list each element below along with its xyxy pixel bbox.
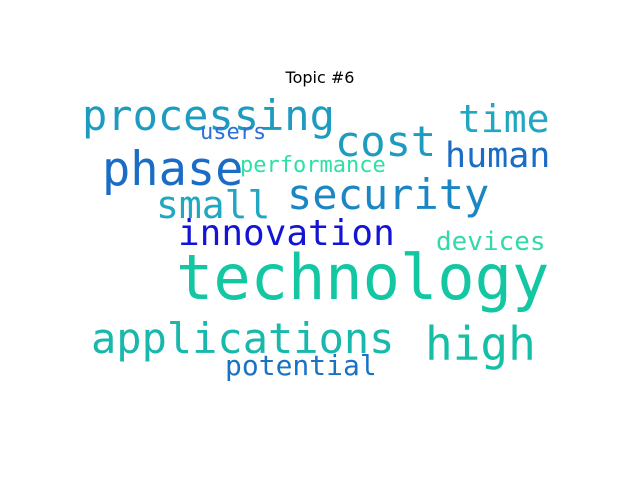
figure-title: Topic #6 [285, 68, 355, 87]
word-human: human [445, 136, 551, 176]
word-phase: phase [102, 142, 244, 197]
word-processing: processing [82, 91, 335, 140]
word-applications: applications [91, 314, 395, 363]
word-high: high [425, 317, 536, 371]
word-small: small [156, 183, 271, 227]
word-potential: potential [225, 349, 377, 382]
word-technology: technology [176, 241, 550, 314]
word-devices: devices [436, 227, 546, 257]
word-users: users [200, 120, 267, 145]
word-performance: performance [240, 153, 386, 178]
word-cost: cost [335, 117, 437, 166]
word-time: time [458, 97, 550, 141]
word-security: security [287, 170, 490, 219]
word-innovation: innovation [178, 213, 395, 254]
